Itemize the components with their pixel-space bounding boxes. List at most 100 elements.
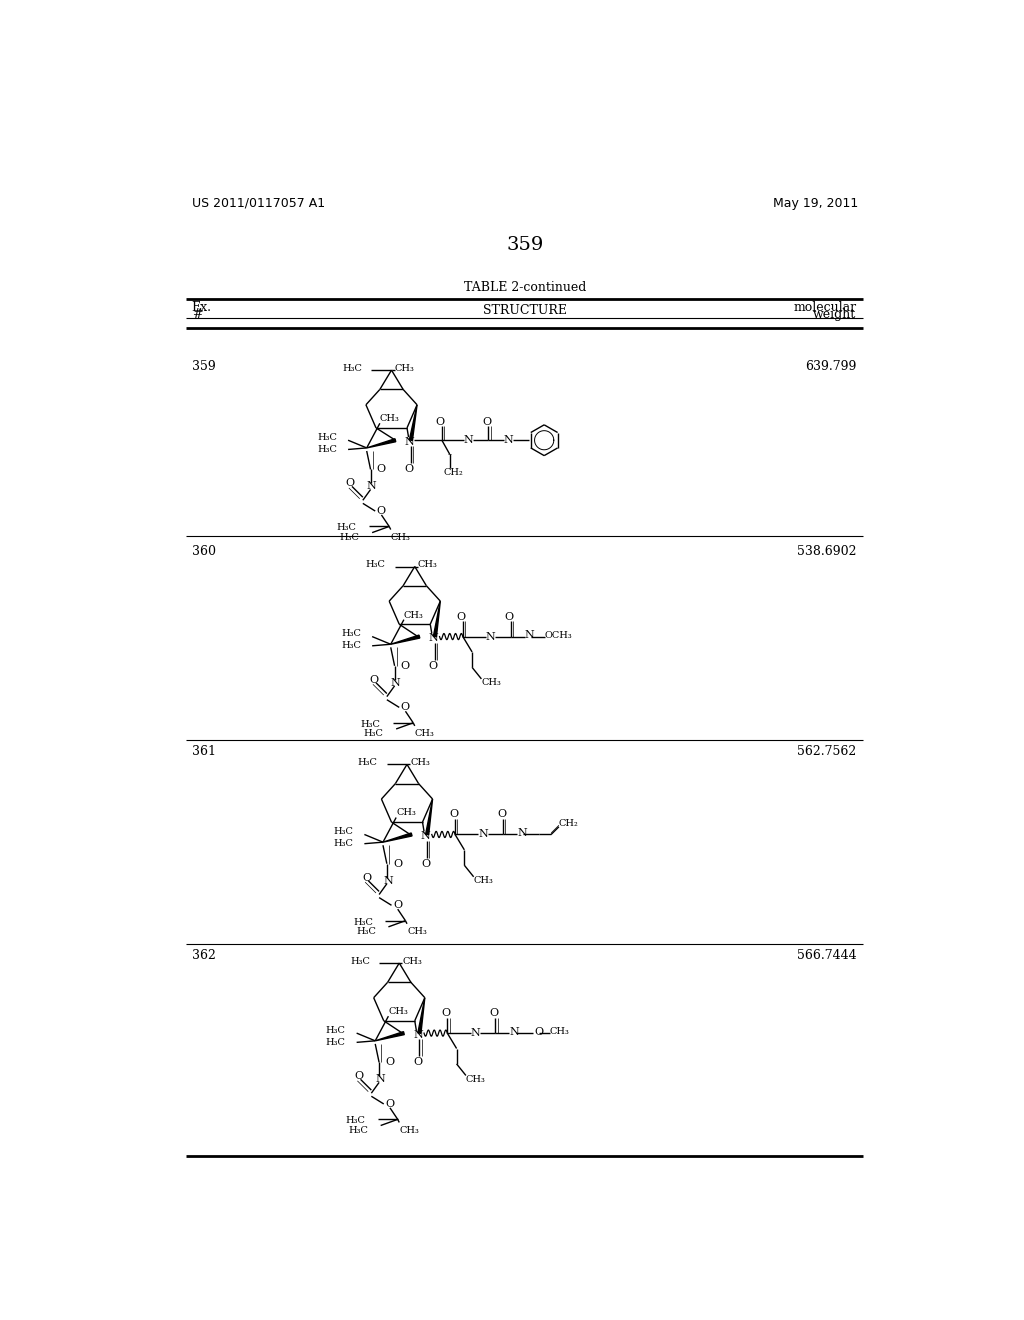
Text: 360: 360 xyxy=(191,545,215,557)
Text: N: N xyxy=(509,1027,519,1036)
Text: N: N xyxy=(478,829,487,840)
Text: H₃C: H₃C xyxy=(348,1126,369,1135)
Text: N: N xyxy=(413,1030,423,1040)
Text: 359: 359 xyxy=(191,360,215,372)
Text: O: O xyxy=(414,1057,422,1068)
Text: 562.7562: 562.7562 xyxy=(798,744,856,758)
Text: O: O xyxy=(377,465,386,474)
Text: N: N xyxy=(375,1074,385,1084)
Polygon shape xyxy=(433,601,440,636)
Text: H₃C: H₃C xyxy=(366,561,385,569)
Text: H₃C: H₃C xyxy=(326,1026,346,1035)
Text: O: O xyxy=(482,417,492,426)
Text: N: N xyxy=(504,436,513,445)
Text: H₃C: H₃C xyxy=(337,524,356,532)
Text: #: # xyxy=(191,308,202,321)
Text: CH₃: CH₃ xyxy=(403,611,424,619)
Text: O: O xyxy=(385,1100,394,1109)
Text: H₃C: H₃C xyxy=(334,826,353,836)
Text: O: O xyxy=(393,859,402,869)
Text: N: N xyxy=(421,832,430,841)
Text: 361: 361 xyxy=(191,744,215,758)
Text: O: O xyxy=(436,417,444,426)
Text: CH₃: CH₃ xyxy=(481,678,502,688)
Text: O: O xyxy=(457,611,466,622)
Text: O: O xyxy=(489,1008,499,1018)
Text: OCH₃: OCH₃ xyxy=(545,631,572,639)
Text: H₃C: H₃C xyxy=(364,729,384,738)
Text: O: O xyxy=(385,1057,394,1068)
Text: N: N xyxy=(383,875,393,886)
Text: CH₃: CH₃ xyxy=(407,927,427,936)
Polygon shape xyxy=(410,405,417,441)
Text: CH₃: CH₃ xyxy=(550,1027,569,1036)
Text: O: O xyxy=(370,675,379,685)
Text: H₃C: H₃C xyxy=(341,630,361,638)
Text: O: O xyxy=(535,1027,543,1036)
Text: N: N xyxy=(524,630,535,640)
Text: N: N xyxy=(367,482,377,491)
Text: O: O xyxy=(400,702,410,713)
Text: 538.6902: 538.6902 xyxy=(797,545,856,557)
Text: O: O xyxy=(377,506,386,516)
Text: CH₃: CH₃ xyxy=(394,364,415,374)
Text: H₃C: H₃C xyxy=(317,433,337,442)
Polygon shape xyxy=(375,1032,404,1040)
Text: O: O xyxy=(449,809,458,820)
Text: CH₃: CH₃ xyxy=(396,808,416,817)
Text: 639.799: 639.799 xyxy=(805,360,856,372)
Text: N: N xyxy=(470,1028,480,1038)
Text: STRUCTURE: STRUCTURE xyxy=(482,305,567,317)
Text: CH₃: CH₃ xyxy=(410,759,430,767)
Text: O: O xyxy=(421,859,430,869)
Text: molecular: molecular xyxy=(794,301,856,314)
Text: N: N xyxy=(428,634,438,643)
Text: CH₃: CH₃ xyxy=(380,414,399,424)
Text: N: N xyxy=(463,436,473,445)
Text: H₃C: H₃C xyxy=(342,364,362,374)
Polygon shape xyxy=(367,438,396,447)
Text: H₃C: H₃C xyxy=(350,957,370,966)
Text: CH₂: CH₂ xyxy=(443,469,463,477)
Text: CH₃: CH₃ xyxy=(466,1074,485,1084)
Polygon shape xyxy=(418,998,425,1034)
Text: CH₃: CH₃ xyxy=(474,876,494,886)
Text: US 2011/0117057 A1: US 2011/0117057 A1 xyxy=(191,197,325,210)
Polygon shape xyxy=(426,799,432,834)
Text: CH₃: CH₃ xyxy=(391,533,411,541)
Text: CH₃: CH₃ xyxy=(399,1126,419,1135)
Text: May 19, 2011: May 19, 2011 xyxy=(773,197,858,210)
Text: H₃C: H₃C xyxy=(357,759,378,767)
Text: Ex.: Ex. xyxy=(191,301,212,314)
Text: O: O xyxy=(346,478,355,488)
Text: O: O xyxy=(429,661,438,671)
Text: H₃C: H₃C xyxy=(356,927,376,936)
Text: H₃C: H₃C xyxy=(334,840,353,849)
Text: CH₃: CH₃ xyxy=(402,957,422,966)
Text: 359: 359 xyxy=(506,236,544,253)
Text: N: N xyxy=(391,677,400,688)
Text: O: O xyxy=(497,809,506,820)
Text: N: N xyxy=(485,631,496,642)
Text: CH₃: CH₃ xyxy=(415,729,434,738)
Text: O: O xyxy=(400,661,410,671)
Text: weight: weight xyxy=(813,308,856,321)
Text: CH₃: CH₃ xyxy=(418,561,437,569)
Text: O: O xyxy=(404,465,414,474)
Text: 362: 362 xyxy=(191,949,215,962)
Text: O: O xyxy=(505,611,514,622)
Text: H₃C: H₃C xyxy=(360,719,381,729)
Text: N: N xyxy=(517,828,526,838)
Text: O: O xyxy=(354,1072,364,1081)
Polygon shape xyxy=(383,833,412,842)
Text: O: O xyxy=(362,873,371,883)
Text: TABLE 2-continued: TABLE 2-continued xyxy=(464,281,586,294)
Text: CH₂: CH₂ xyxy=(559,820,579,828)
Text: O: O xyxy=(393,900,402,911)
Text: CH₃: CH₃ xyxy=(388,1007,409,1016)
Text: O: O xyxy=(441,1008,451,1018)
Text: H₃C: H₃C xyxy=(345,1117,366,1126)
Text: H₃C: H₃C xyxy=(326,1038,346,1047)
Text: H₃C: H₃C xyxy=(353,917,373,927)
Text: H₃C: H₃C xyxy=(340,533,359,541)
